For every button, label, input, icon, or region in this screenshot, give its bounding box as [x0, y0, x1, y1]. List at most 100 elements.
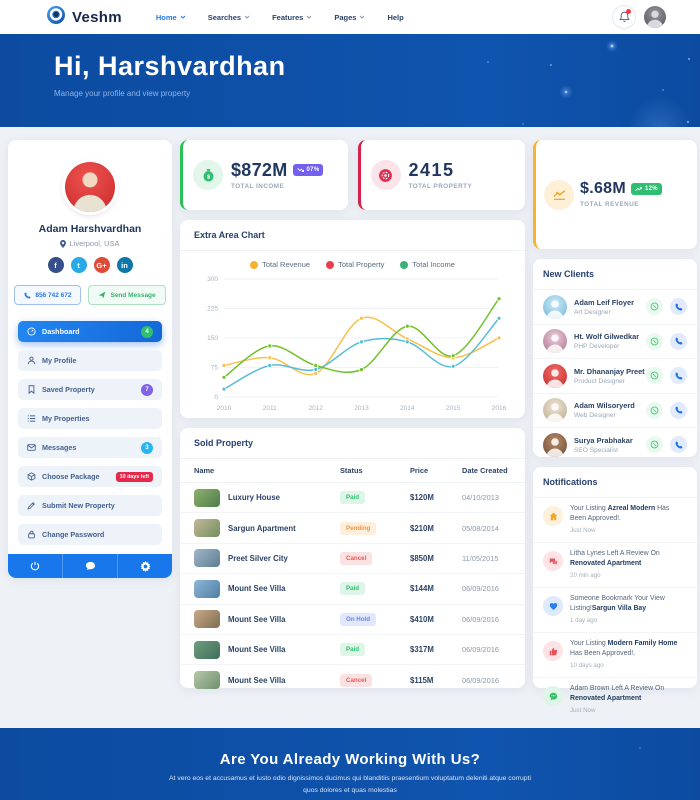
sidebar-item-my-profile[interactable]: My Profile: [18, 350, 162, 371]
call-button[interactable]: [670, 332, 687, 350]
stat-card-total-income: $ $872M 07% TOTAL INCOME: [180, 140, 348, 210]
call-button[interactable]: [670, 298, 687, 316]
notification-item[interactable]: Your Listing Modern Family Home Has Been…: [533, 633, 697, 678]
client-row[interactable]: Ht. Wolf Gilwedkar PHP Developer: [533, 325, 697, 359]
footer-text-line2: quos dolores et quas molestias: [303, 787, 397, 795]
saved-property-count-badge: 7: [141, 383, 153, 396]
twitter-icon[interactable]: t: [70, 257, 87, 273]
nav-item-features[interactable]: Features: [272, 13, 312, 22]
client-name: Adam Wilsoryerd: [574, 401, 635, 411]
property-name-link[interactable]: Sargun Apartment: [194, 519, 340, 538]
line-chart: 0 75 150 225 300 2010 2011 2012 2013 2014 2015 2016: [207, 276, 506, 412]
sold-property-card: Sold Property Name Status Price Date Cre…: [180, 428, 525, 690]
property-name-link[interactable]: Mount See Villa: [194, 671, 340, 690]
property-name-link[interactable]: Mount See Villa: [194, 640, 340, 659]
heart-icon: [543, 596, 563, 616]
status-badge: Cancel: [340, 551, 373, 565]
sidebar-item-submit-new-property[interactable]: Submit New Property: [18, 495, 162, 516]
table-title: Sold Property: [180, 428, 525, 459]
call-button[interactable]: [670, 436, 687, 454]
col-name: Name: [194, 466, 215, 475]
brand-logo[interactable]: Veshm: [46, 5, 122, 30]
client-row[interactable]: Surya Prabhakar SEO Specialist: [533, 428, 697, 462]
phone-icon: [675, 406, 682, 414]
phone-icon: [675, 303, 682, 311]
legend-total-income[interactable]: Total Income: [400, 260, 455, 269]
legend-dot: [326, 260, 335, 269]
facebook-icon[interactable]: f: [47, 257, 64, 273]
property-date: 04/10/2013: [462, 493, 499, 503]
phone-button[interactable]: 856 742 672: [14, 285, 82, 305]
sidebar-item-saved-property[interactable]: Saved Property 7: [18, 379, 162, 400]
whatsapp-button[interactable]: [646, 298, 663, 316]
nav-item-help[interactable]: Help: [387, 12, 404, 22]
whatsapp-icon: [650, 440, 659, 449]
status-badge: On Hold: [340, 612, 377, 626]
client-avatar: [543, 432, 567, 457]
linkedin-icon[interactable]: in: [116, 257, 133, 273]
stat-card-total-revenue: $.68M 12% TOTAL REVENUE: [533, 140, 697, 249]
settings-button[interactable]: [118, 554, 172, 578]
legend-total-property[interactable]: Total Property: [326, 260, 384, 269]
send-message-button[interactable]: Send Message: [88, 285, 166, 305]
trend-up-icon: [635, 186, 642, 192]
sidebar-item-messages[interactable]: Messages 3: [18, 437, 162, 458]
svg-text:2014: 2014: [400, 405, 415, 412]
notification-time: Just Now: [570, 526, 596, 534]
notification-item[interactable]: Someone Bookmark Your View Listing!Sargu…: [533, 588, 697, 633]
user-avatar[interactable]: [644, 6, 666, 28]
legend-dot: [250, 260, 259, 269]
nav-item-home[interactable]: Home: [156, 13, 186, 22]
call-button[interactable]: [670, 401, 687, 419]
notification-text: Your Listing Modern Family Home Has Been…: [570, 640, 678, 658]
notifications-card: Notifications Your Listing Azreal Modern…: [533, 467, 697, 714]
legend-dot: [400, 260, 409, 269]
trend-badge-down: 07%: [292, 163, 324, 176]
sidebar-item-choose-package[interactable]: Choose Package 10 days left: [18, 466, 162, 487]
whatsapp-button[interactable]: [646, 332, 663, 350]
whatsapp-button[interactable]: [646, 401, 663, 419]
hero-banner: Hi, Harshvardhan Manage your profile and…: [0, 34, 700, 127]
client-row[interactable]: Adam Wilsoryerd Web Designer: [533, 394, 697, 428]
phone-icon: [24, 291, 31, 299]
google-plus-icon[interactable]: G+: [93, 257, 110, 273]
chat-button[interactable]: [63, 554, 118, 578]
nav-item-pages[interactable]: Pages: [334, 13, 365, 22]
property-name-link[interactable]: Preet Silver City: [194, 549, 340, 568]
pencil-icon: [27, 502, 35, 510]
svg-text:2010: 2010: [217, 405, 232, 412]
whatsapp-icon: [650, 302, 659, 311]
property-thumbnail: [194, 519, 220, 538]
notification-item[interactable]: Litha Lynes Left A Review On Renovated A…: [533, 543, 697, 588]
notification-bell-button[interactable]: [612, 5, 636, 29]
sidebar-item-my-properties[interactable]: My Properties 3: [18, 408, 162, 429]
whatsapp-button[interactable]: [646, 367, 663, 385]
money-bag-icon: $: [193, 160, 223, 190]
client-avatar: [543, 329, 567, 354]
property-thumbnail: [194, 610, 220, 629]
call-button[interactable]: [670, 367, 687, 385]
stat-value: 2415: [408, 159, 455, 180]
client-row[interactable]: Mr. Dhananjay Preet Product Designer: [533, 359, 697, 394]
property-name-link[interactable]: Mount See Villa: [194, 610, 340, 629]
property-name-link[interactable]: Mount See Villa: [194, 579, 340, 598]
notification-item[interactable]: Adam Brown Left A Review On Renovated Ap…: [533, 678, 697, 722]
legend-total-revenue[interactable]: Total Revenue: [250, 260, 310, 269]
client-role: PHP Developer: [574, 343, 620, 351]
page-subtitle: Manage your profile and view property: [54, 89, 191, 98]
sidebar-item-change-password[interactable]: Change Password: [18, 524, 162, 545]
property-thumbnail: [194, 640, 220, 659]
logout-button[interactable]: [8, 554, 63, 578]
property-name-link[interactable]: Luxury House: [194, 488, 340, 507]
stat-value: $.68M 12%: [580, 181, 662, 197]
whatsapp-button[interactable]: [646, 436, 663, 454]
page-content: Adam Harshvardhan Liverpool, USA f t G+ …: [0, 127, 700, 714]
sidebar-item-dashboard[interactable]: Dashboard 4: [18, 321, 162, 342]
property-date: 06/09/2016: [462, 645, 499, 655]
nav-item-searches[interactable]: Searches: [208, 13, 250, 22]
stat-label: TOTAL REVENUE: [580, 201, 639, 208]
thumbs-up-icon: [543, 641, 563, 661]
svg-text:2012: 2012: [308, 405, 323, 412]
client-row[interactable]: Adam Leif Floyer Art Designer: [533, 290, 697, 325]
notification-item[interactable]: Your Listing Azreal Modern Has Been Appr…: [533, 498, 697, 543]
